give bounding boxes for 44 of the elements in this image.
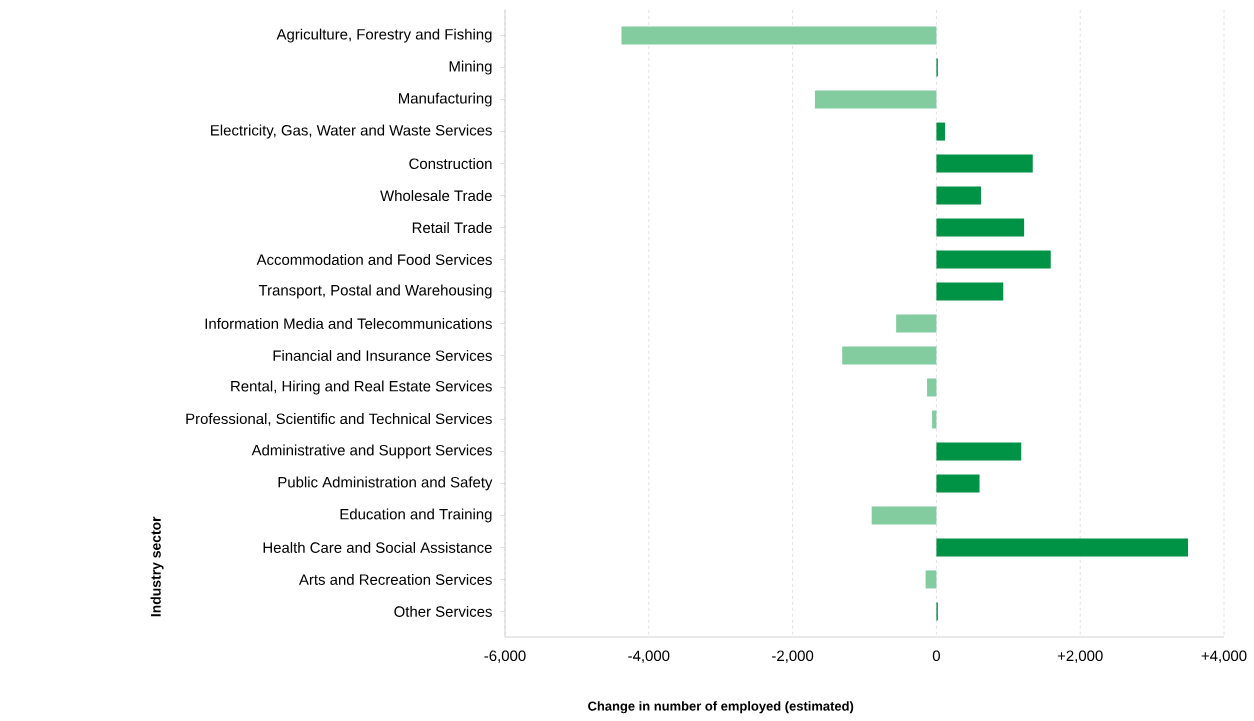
y-tick-label: Construction <box>409 158 492 170</box>
y-tick-label: Health Care and Social Assistance <box>263 541 492 553</box>
y-tick-label: Transport, Postal and Warehousing <box>258 284 492 299</box>
bar <box>927 378 937 397</box>
y-tick-label: Information Media and Telecommunications <box>205 318 492 329</box>
bar <box>936 250 1051 269</box>
y-tick-label: Manufacturing <box>399 92 492 107</box>
y-tick-label: Rental, Hiring and Real Estate Services <box>231 380 492 395</box>
bar <box>936 442 1022 461</box>
y-tick-label: Arts and Recreation Services <box>298 573 492 585</box>
x-tick-label: -2,000 <box>772 650 814 663</box>
bar <box>936 474 980 493</box>
y-tick-label: Agriculture, Forestry and Fishing <box>276 28 492 43</box>
y-axis-title: Industry sector <box>150 516 164 617</box>
bar <box>621 26 937 45</box>
y-tick-label: Mining <box>449 60 492 75</box>
bar <box>936 122 946 141</box>
y-tick-label: Public Administration and Safety <box>278 476 493 491</box>
x-axis-title: Change in number of employed (estimated) <box>588 701 854 714</box>
y-tick-label: Financial and Insurance Services <box>273 350 492 361</box>
bar <box>896 314 937 333</box>
bar <box>871 506 937 525</box>
y-tick-label: Other Services <box>394 605 492 617</box>
x-tick-label: 0 <box>932 650 940 662</box>
bar <box>936 186 981 205</box>
bar <box>925 570 937 589</box>
bar <box>936 282 1004 301</box>
y-tick-label: Wholesale Trade <box>380 190 492 202</box>
x-tick-label: +4,000 <box>1201 650 1247 663</box>
y-tick-label: Administrative and Support Services <box>251 444 492 459</box>
x-tick-label: -6,000 <box>484 650 526 663</box>
x-tick-label: -4,000 <box>628 650 670 663</box>
y-tick-label: Retail Trade <box>412 222 492 234</box>
y-tick-label: Professional, Scientific and Technical Services <box>186 413 492 426</box>
x-tick-label: +2,000 <box>1057 650 1103 663</box>
bar <box>936 538 1189 557</box>
y-tick-label: Education and Training <box>340 508 492 523</box>
bar <box>932 410 937 429</box>
y-tick-label: Electricity, Gas, Water and Waste Services <box>211 124 492 139</box>
y-tick-label: Accommodation and Food Services <box>256 254 492 266</box>
bar <box>814 90 937 109</box>
bar <box>936 218 1025 237</box>
bar <box>842 346 937 365</box>
bar <box>936 154 1033 173</box>
